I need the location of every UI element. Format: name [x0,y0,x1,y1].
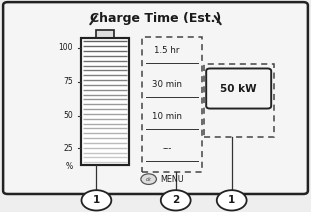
Text: MENU: MENU [160,175,184,184]
Text: Charge Time (Est.): Charge Time (Est.) [90,11,221,25]
Circle shape [217,190,247,211]
Text: 1: 1 [93,195,100,205]
Text: 75: 75 [63,77,73,86]
Text: 100: 100 [58,43,73,52]
Text: 30 min: 30 min [152,80,182,89]
Text: ok: ok [146,177,151,182]
Bar [142,37,202,172]
Text: 10 min: 10 min [152,112,182,121]
Bar [96,30,114,38]
Text: 25: 25 [63,144,73,153]
Circle shape [81,190,111,211]
Text: 1.5 hr: 1.5 hr [154,46,180,55]
Circle shape [141,174,156,184]
Text: 50: 50 [63,111,73,120]
Bar [81,38,129,165]
Bar [81,38,129,165]
Circle shape [161,190,191,211]
Text: 50 kW: 50 kW [220,84,257,93]
Text: %: % [66,162,73,171]
Text: 2: 2 [172,195,179,205]
FancyBboxPatch shape [3,2,308,194]
Bar [204,64,274,137]
Text: 1: 1 [228,195,235,205]
FancyBboxPatch shape [206,68,271,109]
Text: ---: --- [162,144,172,153]
